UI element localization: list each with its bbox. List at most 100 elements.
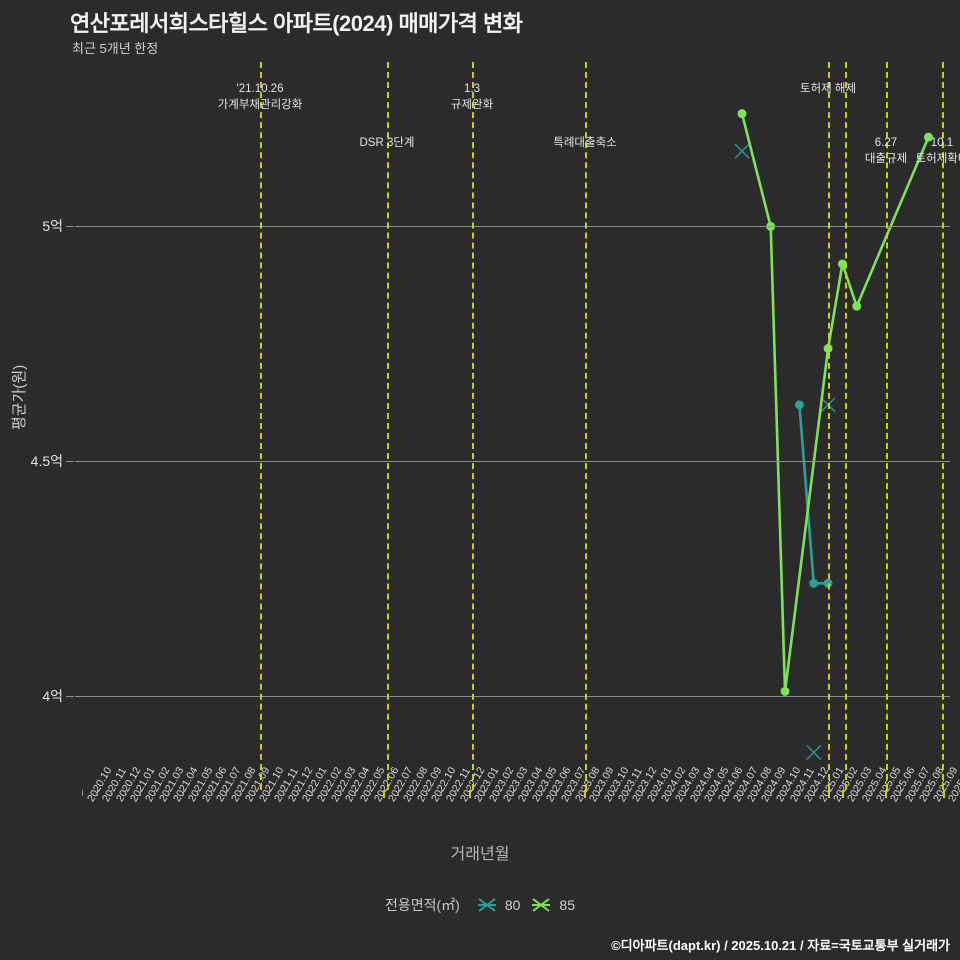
series-line	[740, 113, 930, 693]
x-tick-mark	[555, 790, 557, 796]
x-tick-mark	[282, 790, 284, 796]
series-point-marker	[734, 143, 750, 159]
policy-annotation-label: 토허제 해제	[799, 83, 857, 95]
x-tick-mark	[153, 790, 155, 796]
plot-area: 2020.10 2020.11 2020.12 2021.01 2021.02 2021.…	[66, 62, 960, 804]
policy-marker-line	[942, 62, 944, 790]
series-85	[737, 109, 933, 696]
x-tick-mark	[727, 790, 729, 796]
y-tick-mark	[66, 696, 74, 698]
y-gridline	[75, 696, 950, 698]
x-tick-mark	[942, 790, 945, 798]
series-point-marker	[737, 109, 747, 119]
series-point-marker	[923, 132, 933, 142]
policy-annotation-label: 대출규제	[864, 152, 908, 165]
x-tick-mark	[842, 790, 845, 798]
series-point-marker	[809, 578, 819, 588]
policy-annotation: DSR 3단계	[359, 136, 414, 152]
y-tick-label: 4억	[42, 688, 63, 705]
x-tick-mark	[96, 790, 98, 796]
x-tick-mark	[340, 790, 342, 796]
policy-marker-line	[387, 62, 389, 790]
y-tick-mark	[66, 226, 74, 228]
series-point-marker	[852, 301, 862, 311]
policy-annotation-date: 1.3	[463, 83, 480, 95]
policy-annotation-date: 10.1	[930, 137, 954, 149]
legend-item-85[interactable]: 85	[530, 896, 575, 914]
policy-annotation: 토허제 해제	[800, 82, 856, 98]
policy-annotation: 특례대출축소	[553, 136, 616, 152]
y-tick-mark	[66, 461, 74, 463]
x-tick-mark	[369, 790, 371, 796]
policy-marker-line	[472, 62, 474, 790]
x-tick-mark	[584, 790, 587, 798]
x-tick-mark	[139, 790, 141, 796]
x-tick-mark	[885, 790, 888, 798]
series-layer	[734, 109, 933, 760]
x-tick-mark	[828, 790, 831, 798]
x-tick-mark	[742, 790, 743, 796]
legend-item-label: 85	[559, 897, 575, 913]
x-tick-mark	[627, 790, 629, 796]
x-tick-mark	[928, 790, 930, 796]
policy-annotation-label: 가계부채관리강화	[217, 98, 303, 111]
y-gridline	[75, 226, 950, 228]
policy-marker-line	[585, 62, 587, 790]
x-tick-mark	[785, 790, 787, 796]
x-tick-mark	[469, 790, 472, 798]
policy-annotation-label: DSR 3단계	[359, 137, 415, 149]
policy-annotation: 6.27 대출규제	[865, 136, 907, 167]
legend-item-80[interactable]: 80	[476, 896, 521, 914]
x-tick-mark	[426, 790, 428, 796]
x-tick-mark	[526, 790, 528, 796]
x-tick-mark	[397, 790, 399, 796]
x-axis-label: 거래년월	[450, 846, 510, 863]
x-tick-mark	[383, 790, 386, 798]
x-tick-mark	[756, 790, 758, 796]
x-tick-mark	[82, 790, 84, 796]
policy-annotation-label: 토허제확대	[915, 152, 960, 165]
policy-annotation: 10.1 토허제확대	[916, 136, 960, 167]
chart-title: 연산포레서희스타힐스 아파트(2024) 매매가격 변화	[70, 11, 523, 36]
legend-marker-icon	[477, 898, 496, 912]
policy-marker-line	[886, 62, 888, 790]
x-tick-mark	[412, 790, 414, 796]
chart-legend: 전용면적(㎡) 80 85	[0, 895, 960, 915]
x-tick-mark	[569, 790, 571, 796]
chart-subtitle: 최근 5개년 한정	[72, 41, 159, 56]
x-tick-mark	[871, 790, 873, 796]
x-tick-mark	[698, 790, 700, 796]
x-tick-mark	[655, 790, 657, 796]
legend-item-label: 80	[504, 897, 521, 913]
x-tick-mark	[670, 790, 672, 796]
x-tick-mark	[512, 790, 514, 796]
x-tick-mark	[899, 790, 901, 796]
x-tick-mark	[354, 790, 356, 796]
x-tick-mark	[770, 790, 772, 796]
x-tick-mark	[713, 790, 715, 796]
x-tick-mark	[440, 790, 442, 796]
y-axis-label: 평균가(원)	[11, 364, 28, 430]
x-tick-mark	[196, 790, 198, 796]
x-tick-mark	[125, 790, 127, 796]
x-tick-mark	[541, 790, 543, 796]
x-tick-mark	[856, 790, 858, 796]
x-tick-mark	[182, 790, 184, 796]
series-point-marker	[806, 744, 822, 760]
series-point-marker	[780, 686, 790, 696]
x-tick-mark	[598, 790, 600, 796]
legend-title: 전용면적(㎡)	[384, 897, 460, 913]
x-tick-mark	[168, 790, 170, 796]
x-tick-mark	[225, 790, 227, 796]
x-tick-mark	[483, 790, 485, 796]
x-tick-mark	[612, 790, 614, 796]
y-tick-label: 5억	[42, 218, 63, 235]
x-tick-mark	[914, 790, 916, 796]
x-tick-mark	[684, 790, 686, 796]
series-line	[798, 404, 829, 585]
policy-annotation-label: 규제완화	[450, 98, 494, 111]
x-tick-mark	[254, 790, 256, 796]
policy-marker-line	[845, 62, 847, 790]
policy-annotation: '21.10.26 가계부채관리강화	[218, 82, 303, 113]
policy-annotation-label: 특례대출축소	[553, 137, 617, 149]
